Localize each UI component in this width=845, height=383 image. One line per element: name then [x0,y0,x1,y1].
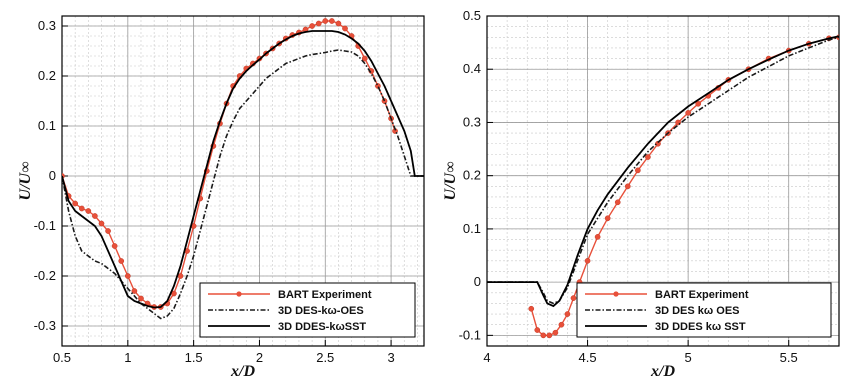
y-axis-label: U/U∞ [17,162,34,201]
left-chart: 0.5 1 1.5 2 2.5 3 -0.3 -0.2 -0.1 0 0.1 0.2 0.3 x/D U/U… [17,15,425,380]
data-point-bart-experiment [564,311,571,317]
data-point-bart-experiment [329,18,335,24]
data-point-bart-experiment [105,228,111,234]
data-point-bart-experiment [342,25,348,32]
y-tick-label: 0.2 [38,68,56,83]
y-tick-label: 0 [49,168,56,183]
data-point-bart-experiment [570,295,577,301]
data-point-bart-experiment [546,332,553,339]
data-point-bart-experiment [131,288,138,294]
y-tick-label: -0.1 [459,327,481,342]
data-point-bart-experiment [322,18,329,24]
data-point-bart-experiment [335,20,342,27]
legend: BART Experiment 3D DES kω OES 3D DDES kω S… [576,282,832,338]
data-point-bart-experiment [118,258,125,264]
data-point-bart-experiment [645,154,651,160]
x-tick-label: 5.5 [780,350,798,365]
data-point-bart-experiment [111,243,118,249]
data-point-bart-experiment [72,200,79,207]
legend-label: 3D DES kω OES [655,305,740,317]
y-tick-label: 0.5 [463,8,481,23]
data-point-bart-experiment [528,305,535,312]
series-line-des-oes [62,49,424,320]
y-tick-label: -0.2 [34,268,56,283]
y-tick-label: 0.1 [463,221,481,236]
data-point-bart-experiment [85,208,92,214]
x-tick-label: 1 [124,350,131,365]
data-point-bart-experiment [534,327,541,333]
data-point-bart-experiment [594,234,601,240]
data-point-bart-experiment [309,23,315,29]
legend-box [199,282,416,338]
y-tick-label: 0.3 [38,18,56,33]
legend-label: 3D DDES-kωSST [278,321,366,333]
x-tick-label: 3 [387,350,394,365]
data-point-bart-experiment [635,167,641,174]
data-point-bart-experiment [604,215,611,222]
data-point-bart-experiment [124,273,131,279]
legend-marker-bart-experiment [236,291,242,297]
data-point-bart-experiment [361,55,368,62]
data-point-bart-experiment [92,213,98,219]
data-point-bart-experiment [558,321,565,328]
x-tick-label: 0.5 [53,350,71,365]
series-line-bart-experiment [62,20,396,308]
legend-label: 3D DDES kω SST [655,321,746,333]
y-axis-label: U/U∞ [442,162,459,201]
plot-frame [486,15,840,347]
x-tick-label: 5 [685,350,692,365]
y-tick-label: 0.1 [38,118,56,133]
series-line-ddes-sst [62,30,424,309]
y-tick-label: -0.3 [34,318,56,333]
data-point-bart-experiment [138,295,144,302]
data-point-bart-experiment [614,199,621,206]
y-tick-label: 0.3 [463,114,481,129]
x-tick-label: 1.5 [185,350,203,365]
data-point-bart-experiment [78,205,85,212]
y-tick-label: -0.1 [34,218,56,233]
y-tick-label: 0.4 [463,61,481,76]
legend-marker-bart-experiment [613,291,619,297]
series-line-des-oes [487,36,839,305]
x-tick-label: 4 [483,350,490,365]
data-point-bart-experiment [540,332,547,339]
x-axis-label: x/D [650,363,675,380]
x-tick-label: 2.5 [316,350,334,365]
legend: BART Experiment 3D DES-kω-OES 3D DDES-kωSS… [199,282,416,338]
x-tick-label: 2 [256,350,263,365]
y-tick-label: 0 [474,274,481,289]
series-line-ddes-sst [487,35,839,308]
x-tick-label: 4.5 [579,350,597,365]
legend-label: BART Experiment [655,289,749,301]
legend-label: 3D DES-kω-OES [278,305,364,317]
series-layer [62,18,424,320]
x-axis-label: x/D [230,363,255,380]
data-point-bart-experiment [624,183,631,190]
data-point-bart-experiment [685,110,691,116]
series-layer [487,34,839,339]
data-point-bart-experiment [695,100,702,107]
legend-label: BART Experiment [278,289,372,301]
data-point-bart-experiment [315,20,322,27]
data-point-bart-experiment [98,220,105,227]
right-chart: 4 4.5 5 5.5 -0.1 0 0.1 0.2 0.3 0.4 0.5 x/D U/U∞ BART … [442,8,840,380]
data-point-bart-experiment [552,329,559,336]
plot-frame [61,15,425,347]
y-tick-label: 0.2 [463,168,481,183]
data-point-bart-experiment [584,257,591,264]
